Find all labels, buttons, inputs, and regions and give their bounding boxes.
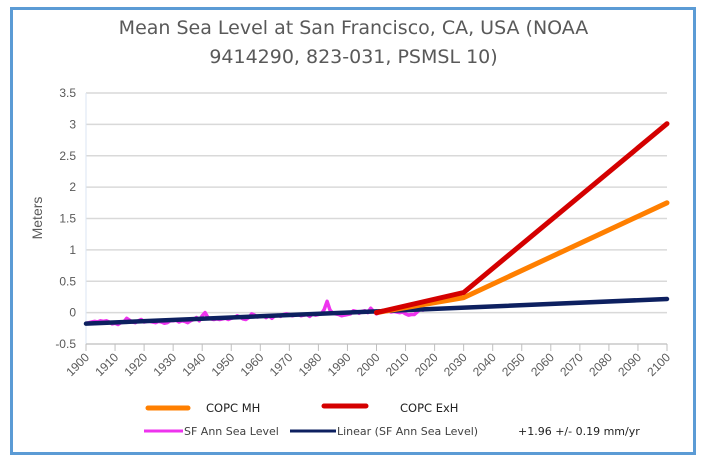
y-axis-label: Meters [29,197,45,240]
x-tick-label: 2070 [557,350,586,379]
x-tick-label: 2080 [586,350,615,379]
x-tick-label: 1970 [267,350,296,379]
y-tick-label: 2 [69,180,76,194]
legend-item-copc-mh[interactable]: COPC MH [145,401,260,415]
x-tick-label: 1950 [209,350,238,379]
x-tick-label: 1940 [180,350,209,379]
legend: COPC MH COPC ExH SF Ann Sea Level Linear… [144,401,640,438]
x-tick-label: 1920 [121,350,150,379]
y-tick-label: 1 [69,243,76,257]
x-tick-label: 2050 [499,350,528,379]
y-tick-label: 2.5 [59,149,76,163]
y-tick-label: -0.5 [55,337,76,351]
x-tick-label: 2020 [412,350,441,379]
gridlines [85,92,667,345]
chart-title: Mean Sea Level at San Francisco, CA, USA… [0,14,707,72]
legend-label-sf-ann-sea-level: SF Ann Sea Level [184,425,279,438]
chart-title-line-2: 9414290, 823-031, PSMSL 10) [209,46,498,68]
legend-label-linear-trend: Linear (SF Ann Sea Level) [337,425,478,438]
x-tick-label: 2100 [644,350,673,379]
legend-item-copc-exh[interactable]: COPC ExH [321,401,458,415]
x-tick-label: 1910 [92,350,121,379]
x-tick-label: 1930 [150,350,179,379]
chart-frame [10,7,696,455]
legend-label-copc-mh: COPC MH [206,401,260,415]
legend-label-copc-exh: COPC ExH [400,401,458,415]
series-layer [83,121,670,327]
x-tick-label: 1990 [325,350,354,379]
y-tick-label: 3.5 [59,86,76,100]
x-tick-label: 1980 [296,350,325,379]
y-axis-ticks: 3.5 3 2.5 2 1.5 1 0.5 0 -0.5 [55,86,76,351]
x-tick-label: 2000 [354,350,383,379]
y-tick-label: 1.5 [59,212,76,226]
legend-item-linear-trend[interactable]: Linear (SF Ann Sea Level) [290,425,478,438]
x-tick-label: 2010 [383,350,412,379]
series-line-copc-exh [374,121,670,316]
x-tick-label: 1900 [63,350,92,379]
series-line-copc-mh [374,200,670,316]
x-axis: 1900 1910 1920 1930 1940 1950 1960 1970 1980 1990… [63,343,673,379]
y-tick-label: 0 [69,306,76,320]
x-tick-label: 2060 [528,350,557,379]
chart-title-line-1: Mean Sea Level at San Francisco, CA, USA… [118,17,589,39]
y-tick-label: 3 [69,117,76,131]
y-tick-label: 0.5 [59,274,76,288]
x-tick-label: 2090 [615,350,644,379]
x-tick-label: 1960 [238,350,267,379]
x-tick-label: 2030 [441,350,470,379]
trend-rate-annotation: +1.96 +/- 0.19 mm/yr [518,425,640,438]
x-tick-label: 2040 [470,350,499,379]
legend-item-sf-ann-sea-level[interactable]: SF Ann Sea Level [144,425,279,438]
